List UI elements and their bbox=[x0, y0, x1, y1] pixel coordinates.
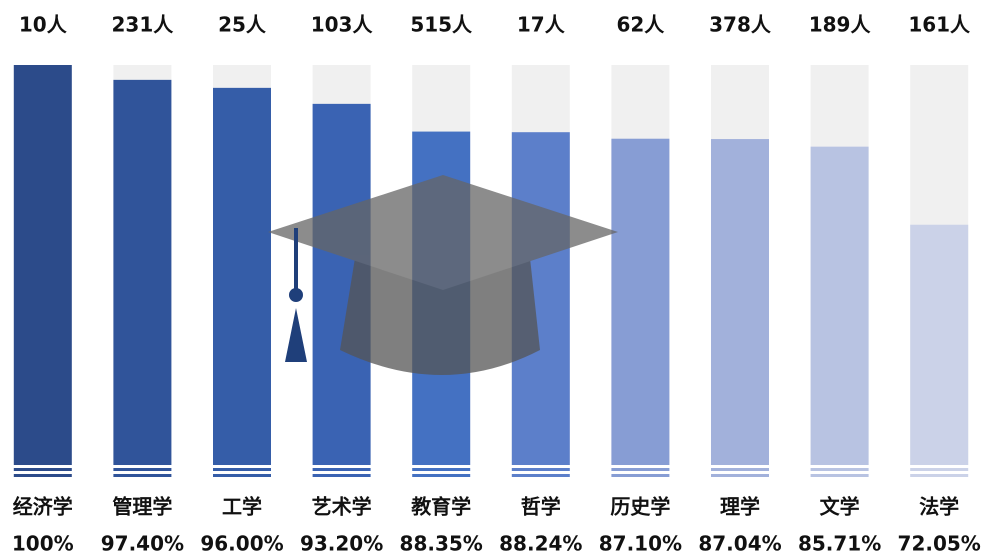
bar bbox=[213, 87, 271, 465]
value-label: 87.04% bbox=[698, 532, 781, 556]
bar bbox=[113, 79, 172, 465]
bars bbox=[13, 65, 969, 477]
graduation-cap bbox=[268, 175, 618, 375]
bar-base-line bbox=[711, 474, 769, 477]
bar bbox=[611, 138, 670, 465]
value-label: 100% bbox=[12, 532, 74, 556]
count-label: 62人 bbox=[616, 13, 665, 37]
count-label: 189人 bbox=[809, 13, 872, 37]
bar-base-line bbox=[910, 468, 969, 471]
category-label: 管理学 bbox=[112, 495, 172, 519]
count-label: 25人 bbox=[218, 13, 267, 37]
value-label: 97.40% bbox=[101, 532, 184, 556]
bar-base-line bbox=[113, 468, 172, 471]
bar-base-line bbox=[810, 468, 869, 471]
count-label: 515人 bbox=[410, 13, 473, 37]
tassel-knot bbox=[289, 288, 303, 302]
value-label: 93.20% bbox=[300, 532, 383, 556]
cap-body bbox=[340, 258, 540, 375]
cap-top bbox=[268, 175, 618, 290]
count-label: 10人 bbox=[19, 13, 68, 37]
value-label: 96.00% bbox=[200, 532, 283, 556]
count-label: 378人 bbox=[709, 13, 772, 37]
bar-base-line bbox=[13, 474, 72, 477]
value-label: 85.71% bbox=[798, 532, 881, 556]
bar-base-line bbox=[213, 474, 271, 477]
tassel bbox=[285, 228, 307, 362]
category-label: 法学 bbox=[919, 495, 959, 519]
bar bbox=[910, 224, 969, 465]
category-label: 文学 bbox=[820, 495, 860, 519]
category-label: 艺术学 bbox=[312, 495, 372, 519]
value-label: 88.24% bbox=[499, 532, 582, 556]
bar-base-line bbox=[910, 474, 969, 477]
category-label: 历史学 bbox=[610, 495, 670, 519]
count-label: 231人 bbox=[112, 13, 175, 37]
value-label: 72.05% bbox=[898, 532, 981, 556]
bar-base-line bbox=[511, 474, 570, 477]
bar-base-line bbox=[611, 468, 670, 471]
bar-base-line bbox=[213, 468, 271, 471]
value-label: 87.10% bbox=[599, 532, 682, 556]
bar-base-line bbox=[711, 468, 769, 471]
bar-base-line bbox=[412, 468, 471, 471]
bar-base-line bbox=[611, 474, 670, 477]
category-label: 教育学 bbox=[411, 495, 471, 519]
bar-base-line bbox=[810, 474, 869, 477]
bar-base-line bbox=[13, 468, 72, 471]
value-label: 88.35% bbox=[400, 532, 483, 556]
category-label: 理学 bbox=[720, 495, 760, 519]
bar-base-line bbox=[113, 474, 172, 477]
category-label: 哲学 bbox=[521, 495, 561, 519]
count-label: 161人 bbox=[908, 13, 971, 37]
bar-base-line bbox=[312, 474, 371, 477]
count-label: 17人 bbox=[517, 13, 566, 37]
count-label: 103人 bbox=[311, 13, 374, 37]
category-label: 经济学 bbox=[13, 495, 73, 519]
bar bbox=[810, 146, 869, 465]
tassel-tail bbox=[285, 308, 307, 362]
category-label: 工学 bbox=[222, 495, 262, 519]
bar bbox=[711, 139, 769, 466]
bar-base-line bbox=[511, 468, 570, 471]
bar bbox=[13, 65, 72, 465]
bar-base-line bbox=[412, 474, 471, 477]
bar-base-line bbox=[312, 468, 371, 471]
